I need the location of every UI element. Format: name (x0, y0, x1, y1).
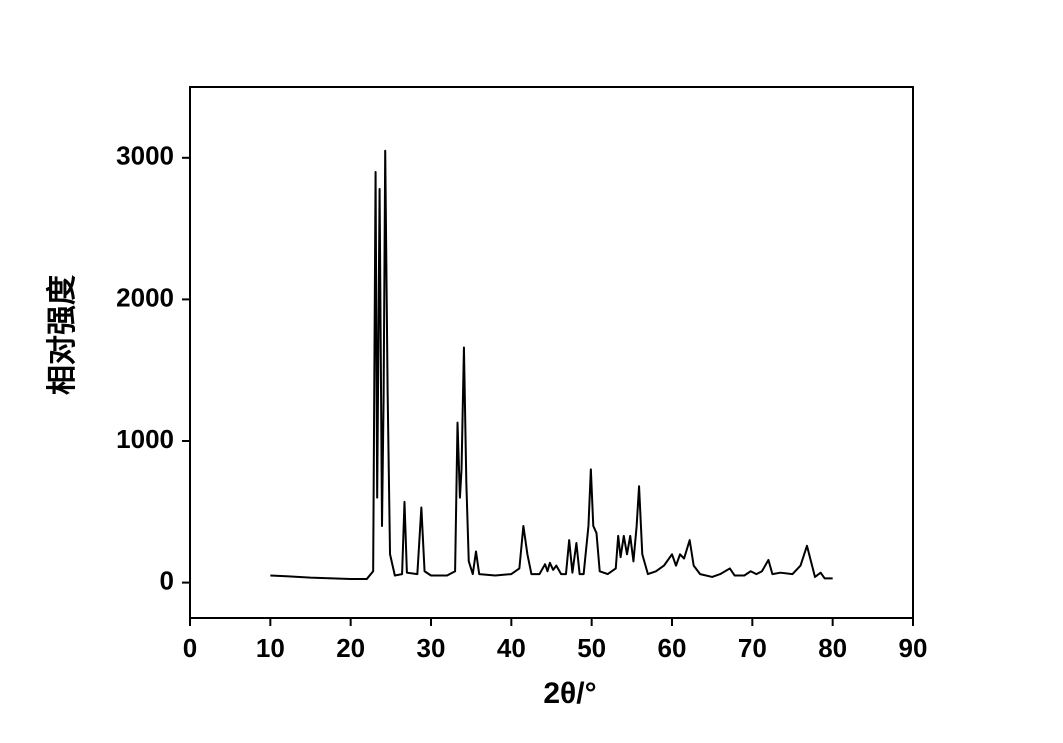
y-tick-label: 0 (160, 565, 174, 595)
x-axis-title: 2θ/° (543, 677, 596, 710)
x-tick-label: 70 (738, 633, 767, 663)
x-tick-label: 90 (899, 633, 928, 663)
y-tick-label: 2000 (116, 282, 174, 312)
x-tick-label: 50 (577, 633, 606, 663)
x-tick-label: 60 (658, 633, 687, 663)
x-tick-label: 40 (497, 633, 526, 663)
x-tick-label: 20 (336, 633, 365, 663)
y-axis-title: 相对强度 (46, 275, 79, 395)
y-tick-label: 3000 (116, 141, 174, 171)
x-tick-label: 10 (256, 633, 285, 663)
plot-frame (189, 86, 914, 619)
x-tick-label: 0 (183, 633, 197, 663)
y-tick-label: 1000 (116, 424, 174, 454)
x-tick-label: 80 (818, 633, 847, 663)
data-line (270, 149, 833, 581)
x-tick-label: 30 (417, 633, 446, 663)
